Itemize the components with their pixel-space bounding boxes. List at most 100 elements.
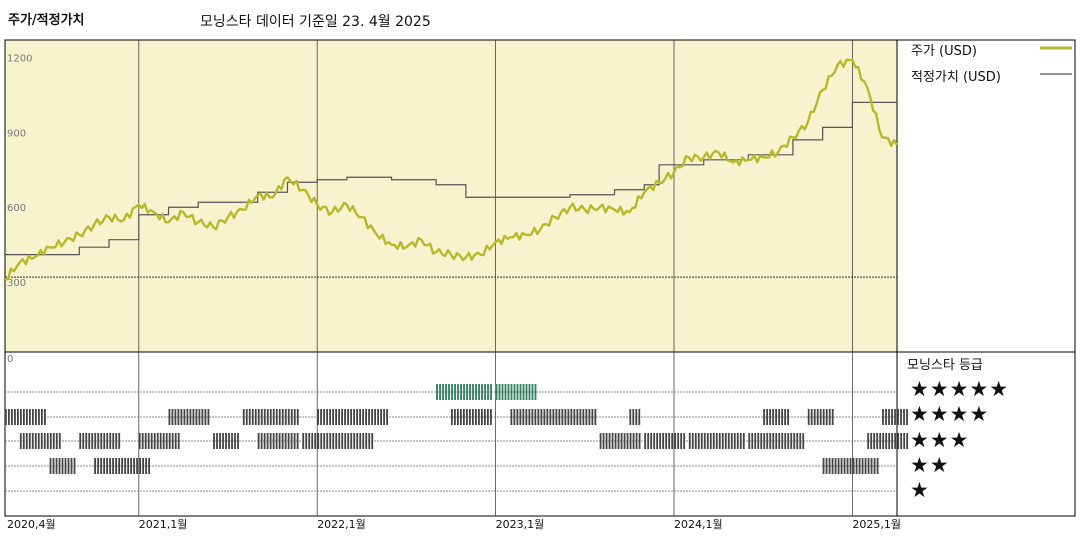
rating-tick	[332, 433, 335, 449]
rating-tick	[519, 409, 522, 425]
rating-tick	[588, 409, 591, 425]
star-rating-4: ★★★★	[910, 402, 990, 426]
rating-tick	[100, 433, 103, 449]
rating-tick	[374, 409, 376, 425]
rating-tick	[257, 409, 260, 425]
rating-tick	[846, 458, 849, 474]
rating-tick	[121, 458, 123, 474]
rating-tick	[888, 433, 891, 449]
rating-tick	[290, 433, 293, 449]
rating-4-star-segment	[451, 409, 492, 425]
rating-tick	[138, 433, 141, 449]
rating-tick	[638, 409, 641, 425]
rating-tick	[115, 433, 118, 449]
rating-tick	[35, 409, 37, 425]
rating-tick	[162, 433, 165, 449]
rating-tick	[813, 409, 816, 425]
rating-tick	[284, 433, 287, 449]
y-tick-label: 300	[7, 278, 26, 289]
rating-tick	[772, 433, 775, 449]
rating-tick	[781, 409, 783, 425]
rating-tick	[281, 409, 284, 425]
rating-tick	[513, 409, 516, 425]
rating-tick	[144, 433, 147, 449]
rating-tick	[885, 433, 888, 449]
rating-tick	[356, 409, 358, 425]
rating-tick	[626, 433, 629, 449]
rating-tick	[52, 433, 55, 449]
rating-tick	[34, 433, 37, 449]
rating-tick	[656, 433, 659, 449]
rating-tick	[718, 433, 721, 449]
rating-3-star-segment	[257, 433, 299, 449]
x-tick-label: 2021,1월	[139, 518, 188, 531]
rating-tick	[463, 384, 465, 400]
rating-tick	[130, 458, 132, 474]
rating-tick	[579, 409, 582, 425]
rating-tick	[290, 409, 293, 425]
rating-tick	[822, 409, 825, 425]
rating-tick	[522, 409, 525, 425]
rating-tick	[683, 433, 686, 449]
rating-tick	[177, 409, 180, 425]
rating-tick	[534, 384, 537, 400]
rating-4-star-segment	[629, 409, 641, 425]
rating-tick	[671, 433, 674, 449]
rating-tick	[329, 433, 332, 449]
rating-tick	[861, 458, 864, 474]
rating-tick	[510, 409, 513, 425]
rating-tick	[118, 458, 120, 474]
rating-tick	[174, 409, 177, 425]
rating-tick	[38, 409, 40, 425]
rating-tick	[112, 458, 114, 474]
rating-tick	[766, 409, 768, 425]
rating-tick	[736, 433, 739, 449]
rating-tick	[362, 433, 365, 449]
rating-tick	[451, 384, 453, 400]
rating-3-star-segment	[867, 433, 909, 449]
rating-tick	[112, 433, 115, 449]
rating-tick	[314, 433, 317, 449]
rating-4-star-segment	[763, 409, 789, 425]
rating-tick	[380, 409, 382, 425]
rating-tick	[784, 433, 787, 449]
rating-tick	[819, 409, 822, 425]
star-rating-1: ★	[910, 478, 930, 502]
rating-tick	[662, 433, 665, 449]
legend-rating-label: 모닝스타 등급	[907, 358, 983, 373]
rating-tick	[263, 433, 266, 449]
rating-tick	[481, 409, 483, 425]
rating-tick	[37, 433, 40, 449]
rating-tick	[647, 433, 650, 449]
y-tick-label: 900	[7, 128, 26, 139]
rating-tick	[873, 433, 876, 449]
rating-4-star-segment	[242, 409, 299, 425]
rating-tick	[531, 409, 534, 425]
rating-4-star-segment	[168, 409, 210, 425]
rating-tick	[879, 433, 882, 449]
rating-tick	[763, 433, 766, 449]
x-tick-label: 2024,1월	[674, 518, 723, 531]
rating-tick	[715, 433, 718, 449]
rating-tick	[475, 384, 477, 400]
chart-subtitle: 모닝스타 데이터 기준일 23. 4월 2025	[200, 14, 431, 30]
rating-tick	[94, 458, 96, 474]
rating-tick	[177, 433, 180, 449]
rating-tick	[602, 433, 605, 449]
rating-tick	[576, 409, 579, 425]
rating-tick	[721, 433, 724, 449]
rating-tick	[490, 409, 492, 425]
plot-background	[5, 40, 897, 352]
rating-tick	[638, 433, 641, 449]
rating-tick	[222, 433, 224, 449]
rating-tick	[706, 433, 709, 449]
rating-tick	[466, 409, 468, 425]
rating-tick	[697, 433, 700, 449]
rating-tick	[49, 433, 52, 449]
rating-tick	[457, 384, 459, 400]
rating-tick	[207, 409, 210, 425]
rating-tick	[799, 433, 802, 449]
rating-tick	[305, 433, 308, 449]
star-rating-3: ★★★	[910, 428, 970, 452]
rating-tick	[478, 409, 480, 425]
